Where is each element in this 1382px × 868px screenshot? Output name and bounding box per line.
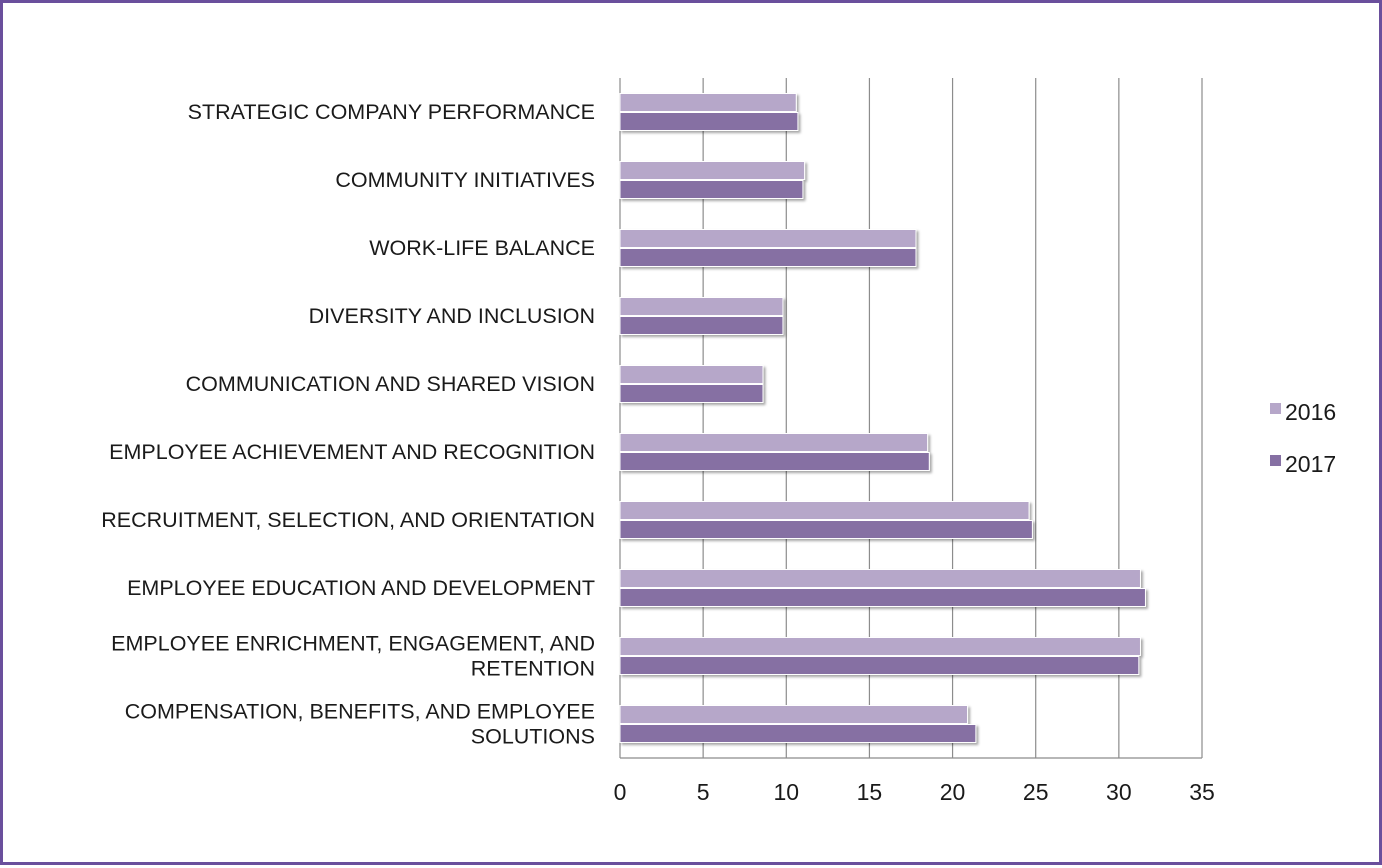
bar-chart: STRATEGIC COMPANY PERFORMANCE COMMUNITY I… — [101, 78, 1336, 805]
x-tick-label: 20 — [940, 779, 966, 805]
bar-2017 — [619, 588, 1146, 607]
bar-2016 — [619, 161, 806, 180]
bar-2016 — [619, 93, 797, 112]
x-tick-label: 25 — [1023, 779, 1049, 805]
bar-2017 — [619, 180, 804, 199]
bar-2016 — [619, 297, 784, 316]
category-label: COMMUNITY INITIATIVES — [335, 168, 595, 192]
bar-2017 — [619, 112, 799, 131]
category-label: DIVERSITY AND INCLUSION — [309, 304, 595, 328]
bar-2017 — [619, 316, 784, 335]
category-label: RECRUITMENT, SELECTION, AND ORIENTATION — [101, 508, 595, 532]
category-labels: STRATEGIC COMPANY PERFORMANCE COMMUNITY I… — [101, 100, 595, 749]
legend-swatch-2017 — [1270, 455, 1281, 466]
category-label: EMPLOYEE EDUCATION AND DEVELOPMENT — [127, 576, 595, 600]
x-tick-label: 5 — [697, 779, 710, 805]
bar-2017 — [619, 724, 977, 743]
legend-label-2016: 2016 — [1285, 399, 1336, 425]
category-label: EMPLOYEE ACHIEVEMENT AND RECOGNITION — [109, 440, 595, 464]
category-label: EMPLOYEE ENRICHMENT, ENGAGEMENT, AND RETE… — [111, 632, 595, 681]
bar-2016 — [619, 705, 969, 724]
bar-2016 — [619, 229, 917, 248]
legend: 2016 2017 — [1270, 399, 1336, 477]
bar-2017 — [619, 248, 917, 267]
category-label: COMPENSATION, BENEFITS, AND EMPLOYEE SOLU… — [125, 700, 595, 749]
category-label: COMMUNICATION AND SHARED VISION — [186, 372, 595, 396]
bar-2017 — [619, 656, 1140, 675]
x-tick-label: 15 — [857, 779, 883, 805]
legend-swatch-2016 — [1270, 403, 1281, 414]
x-tick-label: 30 — [1106, 779, 1132, 805]
bar-2017 — [619, 520, 1033, 539]
bar-2017 — [619, 452, 930, 471]
x-tick-label: 35 — [1189, 779, 1215, 805]
x-tick-label: 0 — [614, 779, 627, 805]
bar-2016 — [619, 433, 929, 452]
x-axis-ticks: 0 5 10 15 20 25 30 35 — [614, 779, 1215, 805]
category-label: WORK-LIFE BALANCE — [369, 236, 595, 260]
bar-2017 — [619, 384, 764, 403]
bars — [619, 93, 1146, 743]
bar-2016 — [619, 365, 764, 384]
bar-2016 — [619, 569, 1141, 588]
x-tick-label: 10 — [773, 779, 799, 805]
legend-label-2017: 2017 — [1285, 451, 1336, 477]
bar-2016 — [619, 637, 1141, 656]
bar-2016 — [619, 501, 1030, 520]
category-label: STRATEGIC COMPANY PERFORMANCE — [188, 100, 595, 124]
